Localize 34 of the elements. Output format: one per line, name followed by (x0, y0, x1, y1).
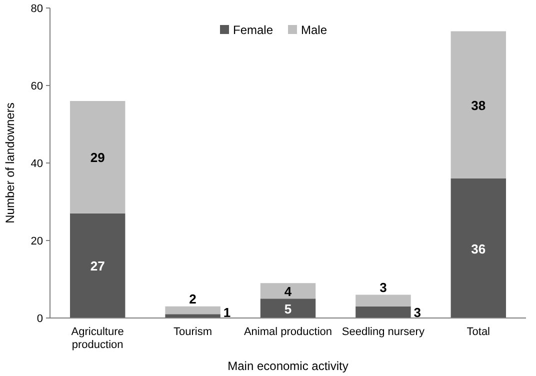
bar (70, 213, 126, 318)
x-tick-label: Seedling nursery (342, 326, 425, 338)
x-tick-label: Total (466, 326, 490, 338)
data-label: 2 (189, 291, 196, 306)
data-label: 1 (223, 305, 231, 320)
data-label: 3 (414, 305, 422, 320)
x-tick-label: Tourism (174, 326, 212, 338)
data-label: 27 (90, 258, 105, 274)
y-axis-title: Number of landowners (3, 102, 17, 224)
data-label: 3 (380, 280, 387, 295)
legend-label: Male (301, 23, 328, 37)
y-tick-label: 60 (30, 80, 43, 92)
x-tick-label: Animal production (244, 326, 332, 338)
bar (260, 298, 316, 318)
legend-label: Female (233, 23, 274, 37)
bar (260, 283, 316, 299)
x-tick-label: Agriculture production (71, 326, 124, 351)
data-label: 36 (471, 241, 486, 256)
bar (356, 294, 411, 306)
bar (356, 306, 411, 318)
bar (165, 306, 220, 314)
bar (165, 314, 220, 318)
x-axis-title: Main economic activity (228, 359, 348, 373)
y-tick-label: 0 (36, 313, 43, 325)
bar (450, 178, 506, 318)
y-tick-label: 80 (30, 3, 43, 15)
y-tick-label: 40 (30, 158, 43, 170)
data-label: 4 (284, 284, 292, 299)
data-label: 29 (90, 150, 105, 166)
y-tick-label: 20 (30, 236, 43, 248)
data-label: 38 (471, 98, 486, 113)
data-label: 5 (284, 301, 292, 316)
bar (70, 101, 126, 214)
bar (450, 31, 506, 178)
